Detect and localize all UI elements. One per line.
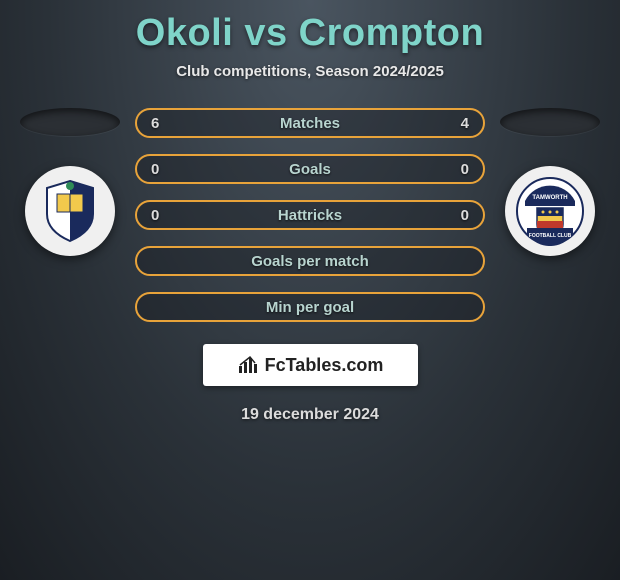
page-title: Okoli vs Crompton: [0, 0, 620, 55]
brand-logo[interactable]: FcTables.com: [203, 344, 418, 386]
right-oval-placeholder: [500, 108, 600, 136]
stat-label: Goals: [289, 161, 331, 178]
stat-row-min-per-goal: Min per goal: [135, 292, 485, 322]
stat-row-matches: 6 Matches 4: [135, 108, 485, 138]
svg-text:TAMWORTH: TAMWORTH: [532, 195, 567, 201]
stat-right-value: 0: [449, 207, 469, 224]
stat-label: Matches: [280, 115, 340, 132]
stats-area: 6 Matches 4 0 Goals 0 0 Hattricks 0 Goal…: [0, 108, 620, 322]
subtitle: Club competitions, Season 2024/2025: [0, 63, 620, 80]
stat-row-goals: 0 Goals 0: [135, 154, 485, 184]
stat-right-value: 0: [449, 161, 469, 178]
right-team-column: TAMWORTH FOOTBALL CLUB: [495, 108, 605, 256]
shield-icon: [35, 176, 105, 246]
bar-chart-icon: [237, 354, 259, 376]
brand-name: FcTables.com: [265, 355, 384, 376]
stat-label: Hattricks: [278, 207, 342, 224]
stat-rows: 6 Matches 4 0 Goals 0 0 Hattricks 0 Goal…: [135, 108, 485, 322]
date-text: 19 december 2024: [0, 406, 620, 424]
left-team-crest: [25, 166, 115, 256]
stat-right-value: 4: [449, 115, 469, 132]
stat-left-value: 6: [151, 115, 171, 132]
stat-label: Min per goal: [266, 299, 354, 316]
left-oval-placeholder: [20, 108, 120, 136]
stat-row-hattricks: 0 Hattricks 0: [135, 200, 485, 230]
stat-row-goals-per-match: Goals per match: [135, 246, 485, 276]
shield-icon: TAMWORTH FOOTBALL CLUB: [515, 176, 585, 246]
stat-left-value: 0: [151, 207, 171, 224]
stat-left-value: 0: [151, 161, 171, 178]
left-team-column: [15, 108, 125, 256]
svg-text:FOOTBALL CLUB: FOOTBALL CLUB: [529, 233, 572, 239]
right-team-crest: TAMWORTH FOOTBALL CLUB: [505, 166, 595, 256]
stat-label: Goals per match: [251, 253, 369, 270]
